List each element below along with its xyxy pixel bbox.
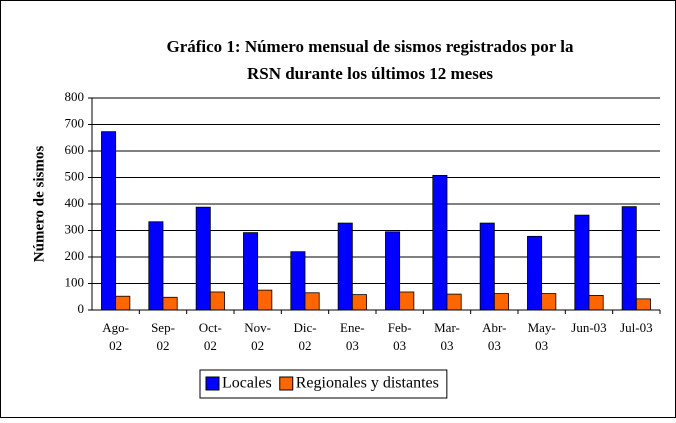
x-tick-label: Jul-03 (620, 320, 653, 335)
legend-label: Regionales y distantes (296, 375, 439, 392)
x-tick-label: Jun-03 (571, 320, 606, 335)
x-tick-label: Abr-03 (482, 320, 506, 353)
x-tick-label: Nov-02 (244, 320, 271, 353)
bar (574, 214, 590, 311)
y-tick-label: 200 (65, 248, 85, 263)
bar (635, 298, 651, 311)
bar (243, 232, 259, 311)
x-tick-label: Feb-03 (388, 320, 412, 353)
bar (541, 293, 557, 311)
bar (621, 206, 637, 311)
y-tick-label: 700 (65, 115, 85, 130)
x-tick-label: Dic-02 (293, 320, 316, 353)
y-tick-label: 400 (65, 195, 85, 210)
y-axis-label: Número de sismos (31, 146, 47, 263)
bar (209, 291, 225, 311)
bar (304, 292, 320, 311)
bar (351, 294, 367, 311)
y-tick-label: 500 (65, 168, 85, 183)
bar (337, 222, 353, 311)
legend-label: Locales (222, 375, 272, 392)
bar (385, 231, 401, 311)
legend-swatch (279, 376, 294, 391)
x-tick-label: Ago-02 (102, 320, 129, 353)
chart-title: RSN durante los últimos 12 meses (247, 64, 493, 83)
legend-swatch (205, 376, 220, 391)
y-tick-label: 100 (65, 274, 85, 289)
bar (432, 174, 448, 311)
chart-title: Gráfico 1: Número mensual de sismos regi… (166, 37, 574, 56)
bar (399, 291, 415, 311)
bar (195, 206, 211, 311)
x-tick-label: Ene-03 (340, 320, 365, 353)
x-tick-label: May-03 (528, 320, 556, 353)
x-tick-label: Sep-02 (151, 320, 175, 353)
x-tick-label: Mar-03 (434, 320, 460, 353)
bar (148, 221, 164, 311)
bar (493, 293, 509, 311)
y-tick-label: 600 (65, 142, 85, 157)
bar (115, 295, 131, 311)
bar (257, 289, 273, 311)
bar (588, 295, 604, 311)
bar (446, 293, 462, 311)
x-tick-label: Oct-02 (199, 320, 222, 353)
bar (479, 222, 495, 311)
bar (527, 235, 543, 311)
y-tick-label: 0 (78, 301, 85, 316)
bar (162, 296, 178, 311)
y-tick-label: 300 (65, 221, 85, 236)
y-tick-label: 800 (65, 89, 85, 104)
legend-box (199, 369, 448, 399)
bar (290, 251, 306, 311)
bar (101, 131, 117, 311)
